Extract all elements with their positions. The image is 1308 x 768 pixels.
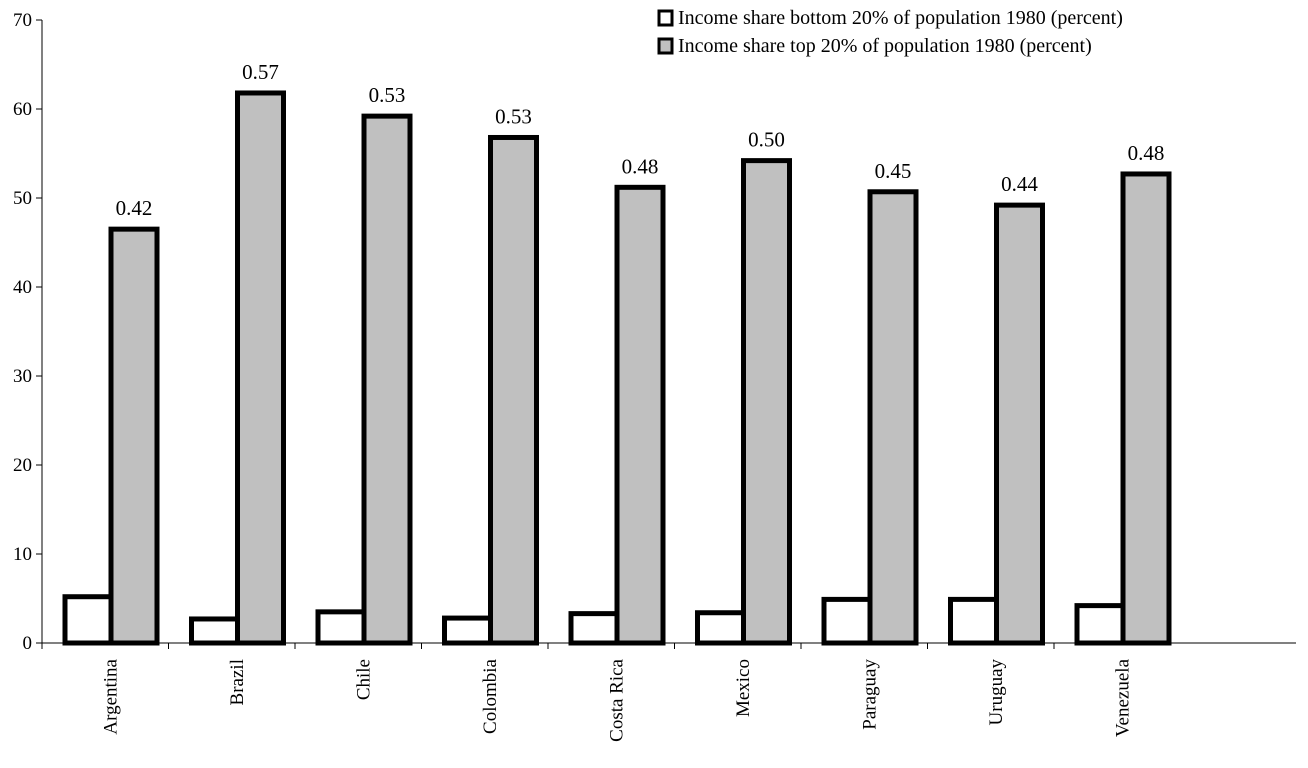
legend-swatch-2 xyxy=(657,37,674,55)
bar-paraguay-series-1 xyxy=(821,596,873,646)
bar-chile-series-2 xyxy=(361,113,413,646)
x-tick-label-chile: Chile xyxy=(354,659,375,700)
axes xyxy=(41,20,1296,644)
y-tick-label-60: 60 xyxy=(13,99,32,120)
x-tick-label-colombia: Colombia xyxy=(480,658,501,734)
x-tick-label-brazil: Brazil xyxy=(227,659,248,705)
data-label-colombia: 0.53 xyxy=(495,104,532,128)
bar-costa-rica-series-1 xyxy=(568,611,620,646)
data-labels: 0.42 0.57 0.53 0.53 0.48 0.50 0.45 0.44 0.48 xyxy=(116,60,1165,220)
y-tick-label-0: 0 xyxy=(23,633,33,654)
bar-argentina-series-1 xyxy=(62,594,114,646)
x-tick-label-argentina: Argentina xyxy=(101,658,122,734)
y-tick-label-10: 10 xyxy=(13,544,32,565)
bar-venezuela-series-2 xyxy=(1120,171,1172,646)
y-axis-ticks: 0 10 20 30 40 50 60 70 xyxy=(13,10,42,654)
data-label-chile: 0.53 xyxy=(369,83,406,107)
y-tick-label-30: 30 xyxy=(13,366,32,387)
bar-colombia-series-1 xyxy=(442,615,493,646)
bar-mexico-series-1 xyxy=(695,610,746,646)
legend-label-2: Income share top 20% of population 1980 … xyxy=(678,35,1092,57)
y-tick-label-40: 40 xyxy=(13,277,32,298)
y-tick-label-50: 50 xyxy=(13,188,32,209)
bar-venezuela-series-1 xyxy=(1074,603,1126,646)
bar-argentina-series-2 xyxy=(108,226,160,646)
data-label-costa-rica: 0.48 xyxy=(622,154,659,178)
data-label-brazil: 0.57 xyxy=(242,60,279,84)
x-tick-label-mexico: Mexico xyxy=(733,659,754,717)
x-tick-label-costa-rica: Costa Rica xyxy=(607,658,628,741)
bar-colombia-series-2 xyxy=(488,134,539,646)
data-label-paraguay: 0.45 xyxy=(875,159,912,183)
x-tick-label-uruguay: Uruguay xyxy=(986,659,1007,726)
bar-costa-rica-series-2 xyxy=(614,184,666,646)
bar-chile-series-1 xyxy=(315,609,367,646)
data-label-venezuela: 0.48 xyxy=(1128,141,1165,165)
bar-brazil-series-1 xyxy=(189,616,240,646)
bar-mexico-series-2 xyxy=(741,158,792,646)
bar-uruguay-series-2 xyxy=(994,202,1045,646)
data-label-mexico: 0.50 xyxy=(748,128,785,152)
legend: Income share bottom 20% of population 19… xyxy=(657,7,1123,57)
x-tick-label-venezuela: Venezuela xyxy=(1113,658,1134,737)
y-tick-label-20: 20 xyxy=(13,455,32,476)
bar-brazil-series-2 xyxy=(235,90,286,646)
x-axis-tick-labels: Argentina Brazil Chile Colombia Costa Rica Me… xyxy=(41,643,1134,742)
legend-label-1: Income share bottom 20% of population 19… xyxy=(678,7,1123,29)
y-tick-label-70: 70 xyxy=(13,10,32,31)
bars xyxy=(62,90,1172,646)
legend-swatch-1 xyxy=(657,9,674,27)
x-tick-label-paraguay: Paraguay xyxy=(860,659,881,730)
data-label-uruguay: 0.44 xyxy=(1001,172,1038,196)
bar-uruguay-series-1 xyxy=(948,596,999,646)
data-label-argentina: 0.42 xyxy=(116,196,153,220)
bar-paraguay-series-2 xyxy=(867,189,919,646)
